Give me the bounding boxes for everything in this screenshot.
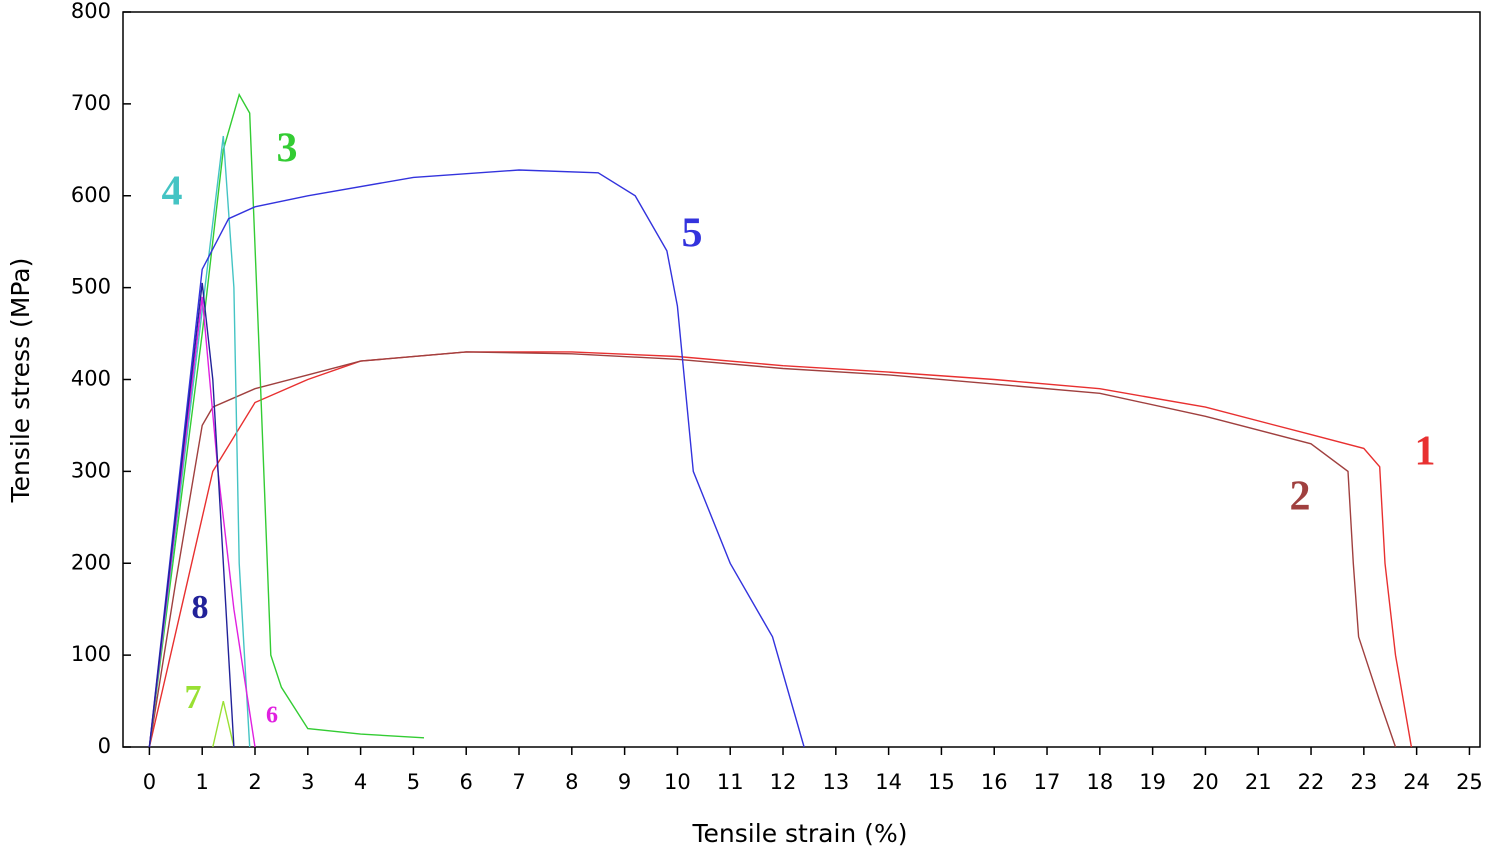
x-tick-label: 18 — [1086, 770, 1113, 794]
x-tick-label: 22 — [1298, 770, 1325, 794]
y-tick-label: 0 — [98, 734, 111, 758]
plot-frame — [122, 11, 1481, 748]
curve-label: 3 — [277, 126, 298, 172]
y-tick-label: 300 — [71, 458, 111, 482]
x-tick-label: 12 — [770, 770, 797, 794]
curve-label: 2 — [1290, 474, 1311, 520]
curve-label: 7 — [185, 679, 202, 716]
x-tick-label: 0 — [143, 770, 156, 794]
x-tick-label: 5 — [407, 770, 420, 794]
x-tick-label: 2 — [248, 770, 261, 794]
x-tick-label: 24 — [1403, 770, 1430, 794]
curve-label: 1 — [1415, 429, 1436, 475]
x-tick-label: 1 — [196, 770, 209, 794]
x-tick-label: 8 — [565, 770, 578, 794]
curve-label: 5 — [682, 211, 703, 257]
y-tick-label: 600 — [71, 183, 111, 207]
x-tick-label: 11 — [717, 770, 744, 794]
x-tick-label: 4 — [354, 770, 367, 794]
x-tick-label: 10 — [664, 770, 691, 794]
series-line — [148, 351, 1413, 748]
series-line — [148, 351, 1397, 748]
x-axis-title: Tensile strain (%) — [692, 819, 908, 848]
x-tick-label: 7 — [512, 770, 525, 794]
x-tick-label: 14 — [875, 770, 902, 794]
x-tick-label: 23 — [1350, 770, 1377, 794]
x-tick-label: 13 — [822, 770, 849, 794]
curve-label: 4 — [162, 169, 183, 215]
series-line — [148, 92, 425, 748]
x-tick-label: 6 — [460, 770, 473, 794]
x-tick-label: 17 — [1034, 770, 1061, 794]
x-tick-label: 21 — [1245, 770, 1272, 794]
series-line — [148, 282, 235, 748]
y-tick-label: 800 — [71, 0, 111, 23]
curve-label: 6 — [266, 703, 278, 729]
x-tick-label: 25 — [1456, 770, 1483, 794]
y-tick-label: 200 — [71, 550, 111, 574]
y-tick-label: 700 — [71, 91, 111, 115]
y-tick-label: 500 — [71, 275, 111, 299]
x-tick-label: 3 — [301, 770, 314, 794]
x-tick-label: 15 — [928, 770, 955, 794]
y-tick-label: 400 — [71, 367, 111, 391]
x-tick-label: 19 — [1139, 770, 1166, 794]
series-line — [148, 169, 805, 748]
curve-label: 8 — [192, 589, 209, 626]
x-tick-label: 9 — [618, 770, 631, 794]
series-line — [212, 700, 235, 748]
y-axis-title: Tensile stress (MPa) — [6, 258, 35, 504]
x-tick-label: 20 — [1192, 770, 1219, 794]
x-tick-label: 16 — [981, 770, 1008, 794]
y-tick-label: 100 — [71, 642, 111, 666]
series-line — [148, 135, 251, 748]
